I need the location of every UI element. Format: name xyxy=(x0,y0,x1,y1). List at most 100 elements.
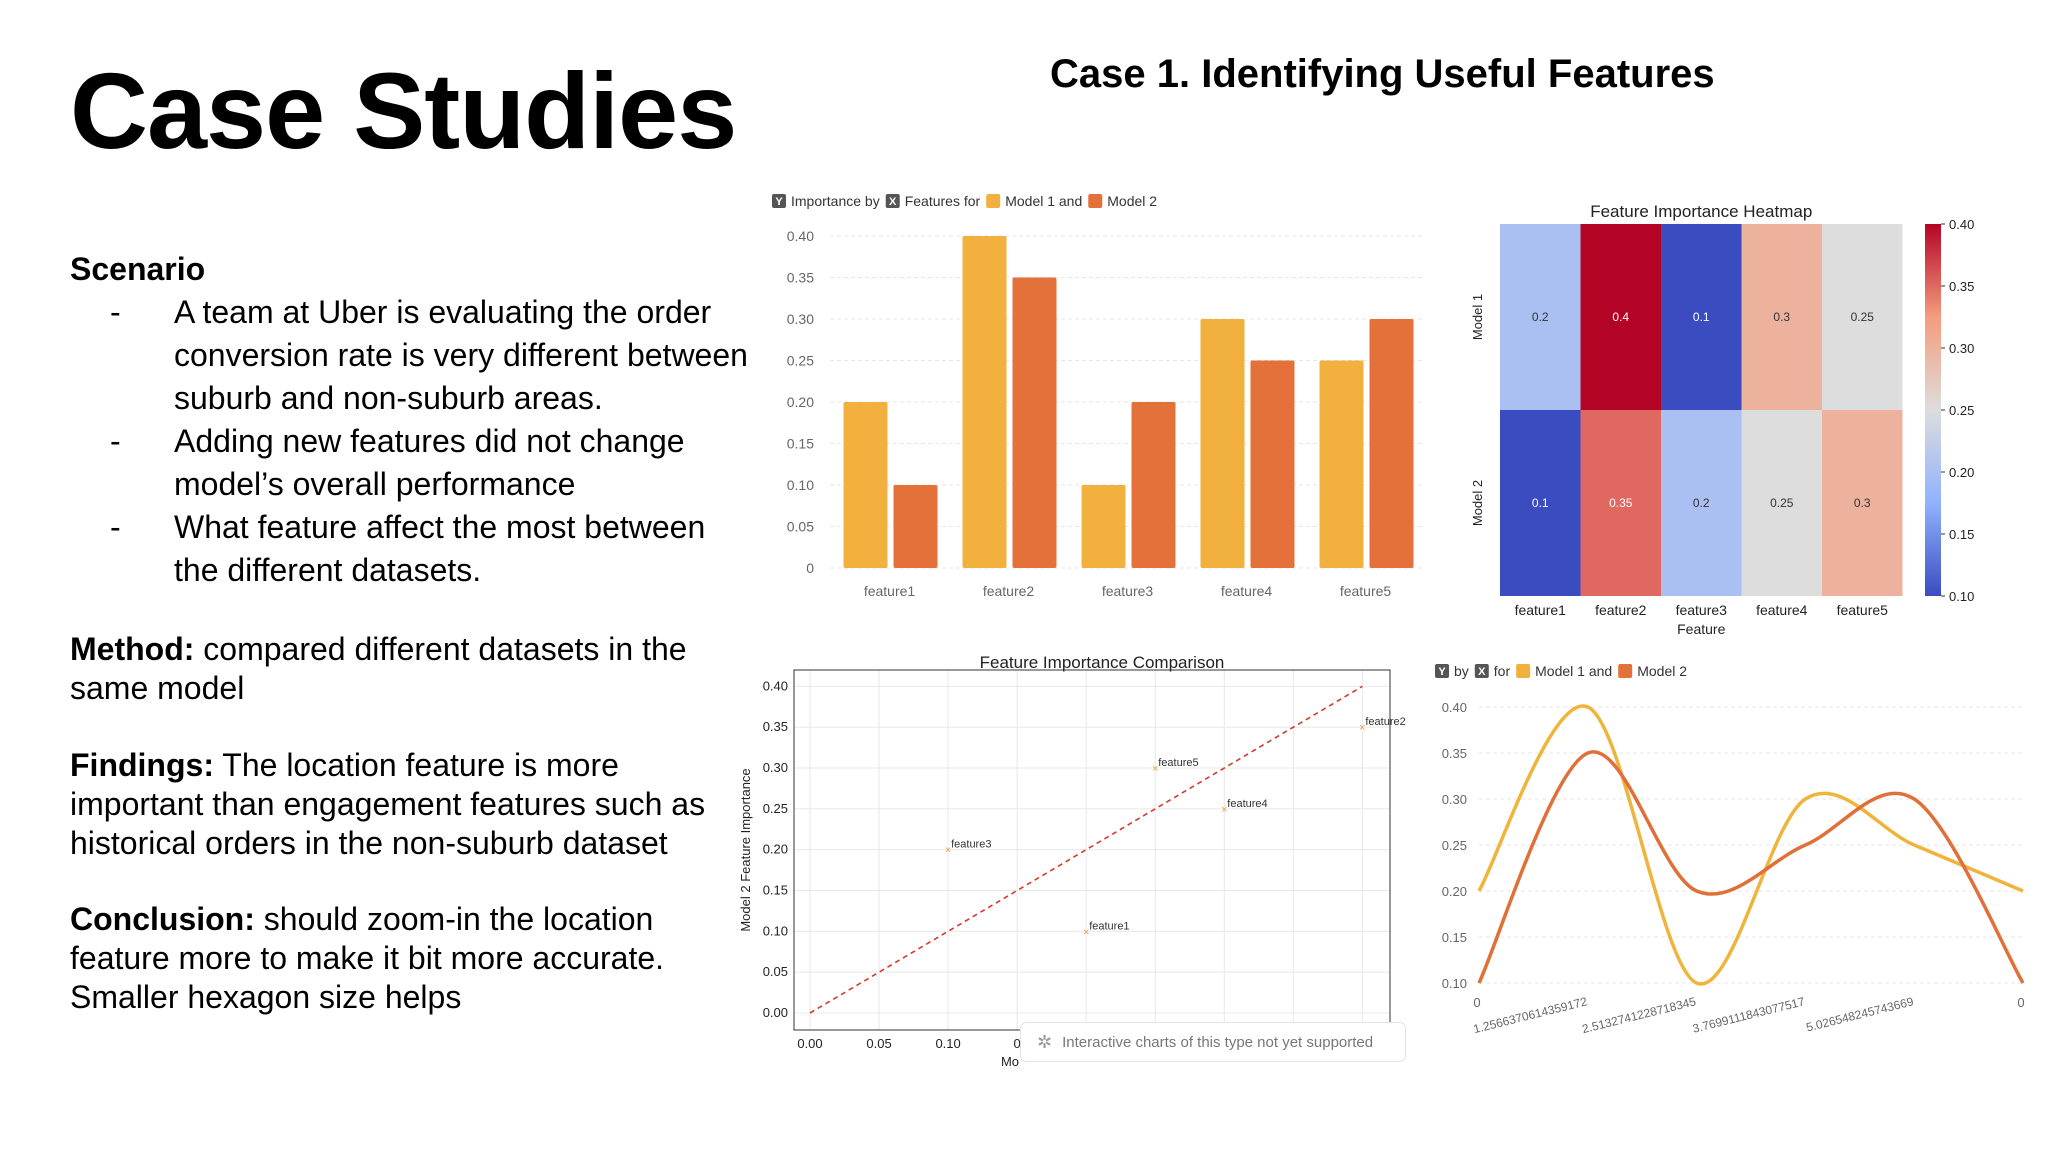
axis-chip-icon xyxy=(1435,664,1449,678)
x-tick-label: 0 xyxy=(1014,1036,1021,1051)
scatter-point: × xyxy=(945,845,951,857)
legend-label: Model 2 xyxy=(1637,663,1687,679)
conclusion-paragraph: Conclusion: should zoom-in the location … xyxy=(70,900,750,1017)
x-tick-label: feature5 xyxy=(1340,583,1392,599)
heatmap-cell xyxy=(1741,410,1822,596)
y-tick-label: 0.15 xyxy=(787,436,814,452)
chart-title-part: by xyxy=(1454,663,1469,679)
series-line xyxy=(1477,750,2025,984)
case-title: Case 1. Identifying Useful Features xyxy=(1050,52,1715,96)
colorbar-tick-label: 0.40 xyxy=(1949,217,1974,232)
heatmap-cell-label: 0.1 xyxy=(1693,310,1710,324)
y-tick-label: 0.20 xyxy=(1442,884,1467,899)
scenario-bullet: -A team at Uber is evaluating the order … xyxy=(110,294,748,416)
legend-label: Model 1 and xyxy=(1005,193,1082,209)
y-tick-label: 0.30 xyxy=(1442,792,1467,807)
heatmap-cell-label: 0.3 xyxy=(1773,310,1790,324)
heatmap-col-label: feature5 xyxy=(1837,602,1889,618)
y-tick-label: 0.40 xyxy=(763,678,788,693)
axis-chip-letter: Y xyxy=(775,196,783,208)
axis-chip-icon xyxy=(772,194,786,208)
y-tick-label: 0.25 xyxy=(763,801,788,816)
colorbar-tick-label: 0.25 xyxy=(1949,403,1974,418)
y-tick-label: 0.05 xyxy=(763,964,788,979)
heatmap-col-label: feature4 xyxy=(1756,602,1808,618)
scatter-point: × xyxy=(1083,926,1089,938)
y-tick-label: 0.35 xyxy=(787,270,814,286)
heatmap-cell xyxy=(1500,410,1581,596)
x-tick-label: 0 xyxy=(2017,995,2024,1010)
bar-chart: Y Importance by X Features for Model 1 and Mo… xyxy=(772,193,1425,599)
conclusion-label: Conclusion: xyxy=(70,901,255,937)
y-tick-label: 0 xyxy=(806,560,814,576)
x-tick-label: 0 xyxy=(1473,995,1480,1010)
y-tick-label: 0.30 xyxy=(763,760,788,775)
x-tick-label: 0.00 xyxy=(797,1036,822,1051)
bar xyxy=(1012,277,1057,568)
scatter-title: Feature Importance Comparison xyxy=(980,653,1225,672)
y-tick-label: 0.15 xyxy=(1442,930,1467,945)
heatmap-cell-label: 0.3 xyxy=(1854,496,1871,510)
bar xyxy=(1081,485,1126,568)
bullet-text: What feature affect the most between the… xyxy=(174,509,706,588)
method-label: Method: xyxy=(70,631,195,667)
y-tick-label: 0.10 xyxy=(787,477,814,493)
bar xyxy=(1131,402,1176,568)
y-tick-label: 0.15 xyxy=(763,883,788,898)
slide-title: Case Studies xyxy=(70,50,737,171)
heatmap-cell-label: 0.2 xyxy=(1693,496,1710,510)
x-tick-label: feature1 xyxy=(864,583,916,599)
findings-paragraph: Findings: The location feature is more i… xyxy=(70,746,750,863)
heatmap-cell-label: 0.4 xyxy=(1612,310,1629,324)
scatter-point-label: feature4 xyxy=(1227,798,1267,810)
bar xyxy=(962,236,1007,568)
heatmap-row-label: Model 2 xyxy=(1470,480,1485,526)
heatmap-cell-label: 0.2 xyxy=(1532,310,1549,324)
bar xyxy=(893,485,938,568)
heatmap-cell-label: 0.1 xyxy=(1532,496,1549,510)
heatmap-cell-label: 0.35 xyxy=(1609,496,1633,510)
axis-chip-icon xyxy=(885,194,900,208)
chart-title-part: for xyxy=(1494,663,1511,679)
heatmap-chart: Feature Importance Heatmap 0.2 0.4 0.1 0.3 0.… xyxy=(1470,202,1974,637)
y-tick-label: 0.10 xyxy=(763,923,788,938)
unsupported-chart-notice: ✲ Interactive charts of this type not ye… xyxy=(1020,1022,1406,1062)
x-tick-label: 0.05 xyxy=(866,1036,891,1051)
conclusion-text: should zoom-in the location feature more… xyxy=(70,901,665,1015)
legend-label: Model 2 xyxy=(1107,193,1157,209)
y-tick-label: 0.35 xyxy=(763,719,788,734)
y-tick-label: 0.10 xyxy=(1442,976,1467,991)
y-tick-label: 0.40 xyxy=(1442,700,1467,715)
findings-label: Findings: xyxy=(70,747,214,783)
heatmap-cell xyxy=(1580,224,1661,410)
x-tick-label: feature2 xyxy=(983,583,1035,599)
scenario-section: Scenario -A team at Uber is evaluating t… xyxy=(70,248,750,592)
series-line xyxy=(1477,704,2024,986)
heatmap-cell xyxy=(1500,224,1581,410)
axis-chip-icon xyxy=(1474,664,1489,678)
y-tick-label: 0.25 xyxy=(1442,838,1467,853)
legend-label: Model 1 and xyxy=(1535,663,1612,679)
colorbar-tick-label: 0.20 xyxy=(1949,465,1974,480)
heatmap-cell xyxy=(1822,224,1903,410)
heatmap-cell-label: 0.25 xyxy=(1770,496,1794,510)
colorbar-tick-label: 0.35 xyxy=(1949,279,1974,294)
legend-swatch xyxy=(1516,664,1531,678)
bar xyxy=(843,402,888,568)
scatter-point: × xyxy=(1221,804,1227,816)
bar xyxy=(1250,360,1295,568)
scatter-point-label: feature2 xyxy=(1365,716,1405,728)
scatter-point: × xyxy=(1152,763,1158,775)
colorbar-tick-label: 0.10 xyxy=(1949,589,1974,604)
colorbar xyxy=(1925,224,1941,596)
scatter-point-label: feature5 xyxy=(1158,757,1198,769)
notice-text: Interactive charts of this type not yet … xyxy=(1062,1033,1374,1051)
y-tick-label: 0.20 xyxy=(787,394,814,410)
heatmap-cell-label: 0.25 xyxy=(1851,310,1875,324)
y-tick-label: 0.00 xyxy=(763,1005,788,1020)
heatmap-col-label: feature1 xyxy=(1515,602,1567,618)
scatter-chart: Feature Importance Comparison 0.00 0.05 0.1… xyxy=(738,653,1406,1069)
heatmap-cell xyxy=(1661,224,1742,410)
x-tick-label: 0.10 xyxy=(935,1036,960,1051)
